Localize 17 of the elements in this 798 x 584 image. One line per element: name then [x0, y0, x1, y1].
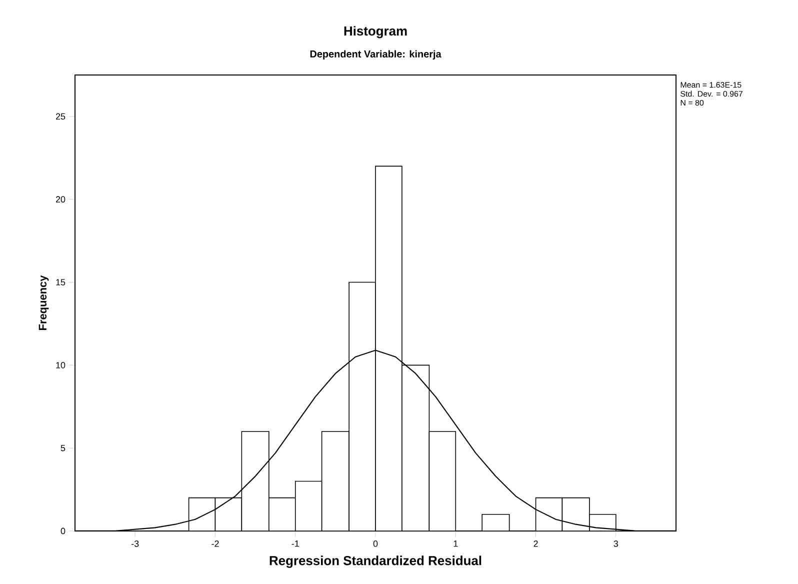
x-tick-label: -2: [212, 540, 219, 547]
chart-subtitle: Dependent Variable: kinerja: [310, 50, 442, 60]
x-tick-label: -1: [292, 540, 299, 547]
y-tick-label: 5: [60, 444, 66, 452]
y-tick-label: 10: [56, 362, 66, 368]
x-tick-label: -3: [132, 540, 139, 547]
y-tick-label: 0: [60, 528, 66, 534]
chart-title: Histogram: [344, 26, 407, 38]
y-axis-title: Frequency: [38, 275, 49, 330]
x-tick-label: 3: [614, 540, 618, 547]
y-tick-label: 25: [56, 113, 66, 120]
x-tick-label: 1: [454, 540, 458, 547]
y-tick-label: 15: [56, 279, 66, 286]
x-tick-label: 2: [534, 540, 538, 547]
y-tick-label: 20: [56, 196, 66, 203]
x-tick-label: 0: [373, 540, 378, 547]
x-axis-title: Regression Standardized Residual: [270, 556, 482, 568]
